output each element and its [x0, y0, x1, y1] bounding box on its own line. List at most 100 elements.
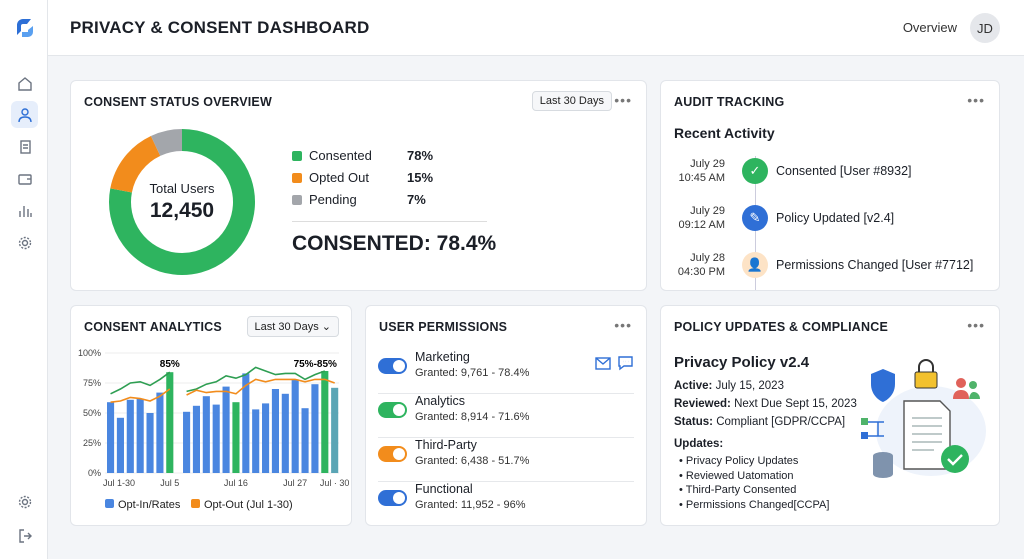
x-tick-label: Jul 5	[160, 478, 179, 488]
range-label: Last 30 Days	[254, 321, 319, 333]
permission-name: Marketing	[415, 350, 470, 364]
trend-line-green	[110, 371, 171, 395]
permission-toggle[interactable]	[378, 358, 407, 374]
card-title: AUDIT TRACKING	[674, 95, 785, 109]
policy-card: POLICY UPDATES & COMPLIANCE ••• Privacy …	[660, 305, 1000, 526]
permission-granted: Granted: 9,761 - 78.4%	[415, 367, 530, 379]
documents-icon	[19, 139, 31, 154]
policy-name: Privacy Policy v2.4	[674, 354, 810, 371]
sidebar	[0, 0, 48, 559]
more-icon[interactable]: •••	[967, 92, 985, 108]
update-item: • Permissions Changed[CCPA]	[679, 498, 830, 511]
bar	[116, 417, 124, 473]
edit-icon: ✎	[742, 205, 768, 231]
check-badge-icon	[941, 445, 969, 473]
permission-granted: Granted: 6,438 - 51.7%	[415, 455, 530, 467]
range-dropdown[interactable]: Last 30 Days	[531, 91, 612, 111]
nav-wallet[interactable]	[11, 165, 38, 192]
bar	[311, 384, 319, 473]
permissions-card: USER PERMISSIONS ••• Marketing Granted: 9…	[365, 305, 647, 526]
nav-home[interactable]	[11, 70, 38, 97]
x-tick-label: Jul 1-30	[103, 478, 135, 488]
bar	[291, 379, 299, 473]
bar	[192, 405, 201, 473]
legend-swatch	[105, 499, 114, 508]
page-title: PRIVACY & CONSENT DASHBOARD	[70, 18, 370, 37]
trend-line-green	[186, 366, 326, 393]
chevron-down-icon: ⌄	[321, 321, 331, 333]
more-icon[interactable]: •••	[614, 317, 632, 333]
y-tick-label: 50%	[83, 408, 101, 418]
bar	[281, 393, 289, 473]
policy-status: Status: Compliant [GDPR/CCPA]	[674, 416, 846, 428]
donut-chart	[109, 129, 255, 275]
x-tick-label: Jul 27	[283, 478, 307, 488]
bar-chart-icon	[18, 205, 32, 217]
permission-toggle[interactable]	[378, 402, 407, 418]
consent-chart: 100% 75% 50% 25% 0% 85% 75%-85% Jul 1-30 Jul 5 Ju…	[78, 348, 350, 511]
overview-link[interactable]: Overview	[902, 20, 957, 35]
y-tick-label: 0%	[88, 468, 101, 478]
nav-bottom-settings[interactable]	[11, 488, 38, 515]
home-icon	[17, 76, 32, 91]
update-item: • Third-Party Consented	[679, 484, 797, 496]
range-dropdown[interactable]: Last 30 Days ⌄	[246, 316, 339, 337]
permission-name: Third-Party	[415, 438, 477, 452]
permission-toggle[interactable]	[378, 490, 407, 506]
permission-name: Analytics	[415, 394, 466, 408]
donut-slice-consented	[109, 129, 255, 275]
database-icon	[873, 452, 893, 478]
permission-row: Functional Granted: 11,952 - 96%	[378, 482, 634, 526]
mail-icon[interactable]	[595, 357, 611, 370]
activity-text[interactable]: Permissions Changed [User #7712]	[776, 258, 974, 272]
legend-value: 78%	[407, 148, 434, 163]
nav-settings[interactable]	[11, 229, 38, 256]
bar	[321, 371, 329, 473]
avatar[interactable]: JD	[970, 13, 1000, 43]
legend-swatch	[292, 151, 302, 161]
card-title: CONSENT ANALYTICS	[84, 320, 222, 334]
legend-label: Opt-Out (Jul 1-30)	[204, 499, 293, 511]
card-title: USER PERMISSIONS	[379, 320, 508, 334]
update-item: • Privacy Policy Updates	[679, 455, 799, 467]
check-icon: ✓	[742, 158, 768, 184]
audit-card: AUDIT TRACKING ••• Recent Activity July …	[660, 80, 1000, 291]
more-icon[interactable]: •••	[614, 92, 632, 108]
consent-status-card: CONSENT STATUS OVERVIEW Last 30 Days •••…	[70, 80, 647, 291]
permission-row: Third-Party Granted: 6,438 - 51.7%	[378, 438, 634, 482]
y-tick-label: 25%	[83, 438, 101, 448]
bar	[183, 411, 191, 473]
donut-slice-pending	[150, 129, 183, 157]
nav-users[interactable]	[11, 101, 38, 128]
user-icon	[17, 107, 32, 122]
compliance-illustration	[861, 359, 986, 478]
permission-granted: Granted: 11,952 - 96%	[415, 499, 526, 511]
activity-text[interactable]: Consented [User #8932]	[776, 164, 912, 178]
permission-row: Analytics Granted: 8,914 - 71.6%	[378, 394, 634, 438]
y-tick-label: 100%	[78, 348, 101, 358]
chat-icon[interactable]	[617, 355, 634, 371]
bar	[331, 387, 339, 473]
logout-icon	[18, 528, 32, 543]
legend-value: 15%	[407, 170, 434, 185]
bar	[262, 403, 270, 473]
x-tick-label: Jul · 30	[320, 478, 350, 488]
nav-logout[interactable]	[11, 522, 38, 549]
total-users-value: 12,450	[149, 199, 215, 222]
nav-documents[interactable]	[11, 133, 38, 160]
bar	[222, 386, 230, 473]
activity-text[interactable]: Policy Updated [v2.4]	[776, 211, 895, 225]
annotation: 75%-85%	[294, 359, 337, 370]
users-icon	[953, 378, 980, 399]
update-item: • Reviewed Uatomation	[679, 469, 794, 482]
bar	[146, 413, 154, 473]
permission-toggle[interactable]	[378, 446, 407, 462]
legend-value: 7%	[407, 192, 426, 207]
nav-analytics[interactable]	[11, 197, 38, 224]
wallet-icon	[17, 173, 32, 185]
opt-out-line	[186, 378, 335, 396]
legend-item: Pending	[292, 192, 357, 207]
more-icon[interactable]: •••	[967, 317, 985, 333]
bar	[301, 408, 309, 473]
consented-summary: CONSENTED: 78.4%	[292, 232, 497, 255]
